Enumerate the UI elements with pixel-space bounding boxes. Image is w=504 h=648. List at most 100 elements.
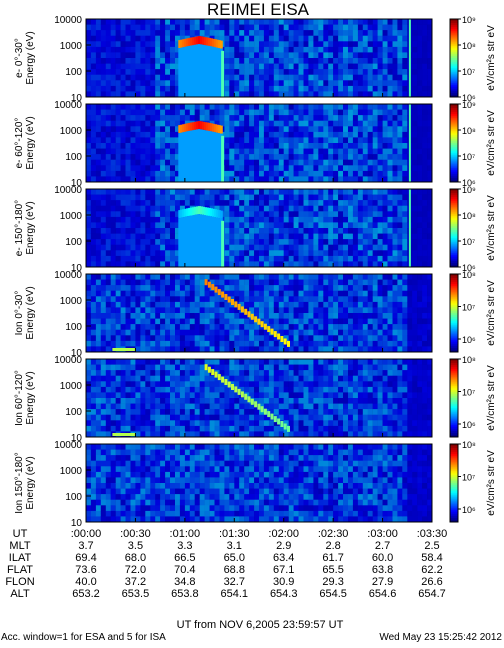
panel-label: e- 60°-120° (14, 118, 25, 169)
ephemeris-value: 653.5 (122, 588, 150, 600)
colorbar-tick-label: 10⁷ (462, 237, 475, 247)
y-tick-label: 10000 (54, 355, 82, 366)
colorbar-tick-label: 10⁹ (462, 185, 476, 195)
y-tick-label: 100 (65, 322, 82, 333)
y-tick-label: 10000 (54, 100, 82, 111)
electron-arch-feature (178, 206, 223, 267)
ephemeris-value: 3.3 (177, 540, 192, 552)
ephemeris-value: 654.1 (221, 588, 249, 600)
y-tick-label: 10000 (54, 15, 82, 26)
ephemeris-value: 2.8 (325, 540, 340, 552)
colorbar-label: eV/cm²s str eV (486, 280, 497, 346)
acc-window-note: Acc. window=1 for ESA and 5 for ISA (1, 632, 166, 643)
ephemeris-value: 69.4 (75, 552, 96, 564)
colorbar-tick-label: 10⁷ (462, 67, 475, 77)
y-tick-label: 1000 (60, 211, 83, 222)
ephemeris-value: 2.5 (424, 540, 439, 552)
ephemeris-value: 60.0 (372, 552, 393, 564)
ephemeris-value: 63.8 (372, 564, 393, 576)
ephemeris-row-label: FLON (5, 576, 34, 588)
ephemeris-value: 66.5 (174, 552, 195, 564)
ephemeris-row-label: ILAT (9, 552, 32, 564)
ephemeris-value: 29.3 (322, 576, 343, 588)
x-tick-label: :03:00 (367, 528, 398, 540)
ephemeris-value: 73.6 (75, 564, 96, 576)
ephemeris-value: 72.0 (125, 564, 146, 576)
energy-axis-label: Energy (eV) (25, 371, 36, 424)
panel-noise (86, 359, 432, 437)
ephemeris-value: 654.6 (369, 588, 397, 600)
panel-label: e- 0°-30° (14, 38, 25, 78)
y-tick-label: 10000 (54, 440, 82, 451)
colorbar-label: eV/cm²s str eV (486, 195, 497, 261)
panel-noise (86, 189, 432, 267)
y-tick-label: 100 (65, 492, 82, 503)
y-tick-label: 100 (65, 407, 82, 418)
colorbar: 10⁶ 10⁷ 10⁸ eV/cm²s str eV (450, 355, 497, 438)
panel-label: Ion 60°-120° (14, 370, 25, 426)
energy-axis-label: Energy (eV) (25, 201, 36, 254)
ephemeris-value: 3.1 (227, 540, 242, 552)
ephemeris-value: 65.0 (224, 552, 245, 564)
colorbar-label: eV/cm²s str eV (486, 110, 497, 176)
ion-low-energy-band (112, 348, 135, 351)
x-tick-label: :00:30 (120, 528, 151, 540)
y-tick-label: 10000 (54, 185, 82, 196)
colorbar-tick-label: 10⁶ (462, 335, 476, 345)
energy-axis-label: Energy (eV) (25, 116, 36, 169)
ephemeris-table: UT:00:00:00:30:01:00:01:30:02:00:02:30:0… (5, 528, 447, 600)
x-tick-label: :01:30 (219, 528, 250, 540)
panel-noise (86, 104, 432, 182)
colorbar-tick-label: 10⁷ (462, 473, 475, 483)
colorbar-label: eV/cm²s str eV (486, 365, 497, 431)
colorbar-tick-label: 10⁸ (462, 355, 476, 365)
panel-noise (86, 274, 432, 352)
colorbar-tick-label: 10⁶ (462, 420, 476, 430)
data-edge-line (409, 19, 411, 97)
x-tick-label: :02:30 (318, 528, 349, 540)
energy-axis-label: Energy (eV) (25, 31, 36, 84)
panel-label: Ion 0°-30° (14, 291, 25, 336)
colorbar-tick-label: 10⁹ (462, 100, 476, 110)
colorbar-label: eV/cm²s str eV (486, 450, 497, 516)
panel-noise (86, 19, 432, 97)
ephemeris-value: 37.2 (125, 576, 146, 588)
ephemeris-value: 67.1 (273, 564, 294, 576)
energy-axis-label: Energy (eV) (25, 286, 36, 339)
ephemeris-value: 3.7 (78, 540, 93, 552)
ephemeris-value: 62.2 (421, 564, 442, 576)
panel-noise (86, 444, 432, 522)
ephemeris-value: 654.3 (270, 588, 298, 600)
colorbar-tick-label: 10⁷ (462, 303, 475, 313)
x-tick-label: :00:00 (71, 528, 102, 540)
colorbar-label: eV/cm²s str eV (486, 25, 497, 91)
ephemeris-value: 3.5 (128, 540, 143, 552)
colorbar-tick-label: 10⁷ (462, 152, 475, 162)
ephemeris-value: 70.4 (174, 564, 195, 576)
colorbar-tick-label: 10⁸ (462, 211, 476, 221)
y-tick-label: 100 (65, 237, 82, 248)
ephemeris-value: 653.2 (72, 588, 100, 600)
y-tick-label: 1000 (60, 381, 83, 392)
ephemeris-row-label: ALT (10, 588, 30, 600)
energy-axis-label: Energy (eV) (25, 456, 36, 509)
electron-streak (221, 136, 224, 182)
colorbar-tick-label: 10⁷ (462, 388, 475, 398)
electron-streak (221, 51, 224, 97)
ephemeris-value: 65.5 (322, 564, 343, 576)
plot-date: Wed May 23 15:25:42 2012 (379, 632, 502, 643)
y-tick-label: 1000 (60, 41, 83, 52)
ephemeris-value: 654.5 (319, 588, 347, 600)
panel-label: Ion 150°-180° (14, 452, 25, 513)
ephemeris-value: 26.6 (421, 576, 442, 588)
panel-label: e- 150°-180° (14, 200, 25, 256)
